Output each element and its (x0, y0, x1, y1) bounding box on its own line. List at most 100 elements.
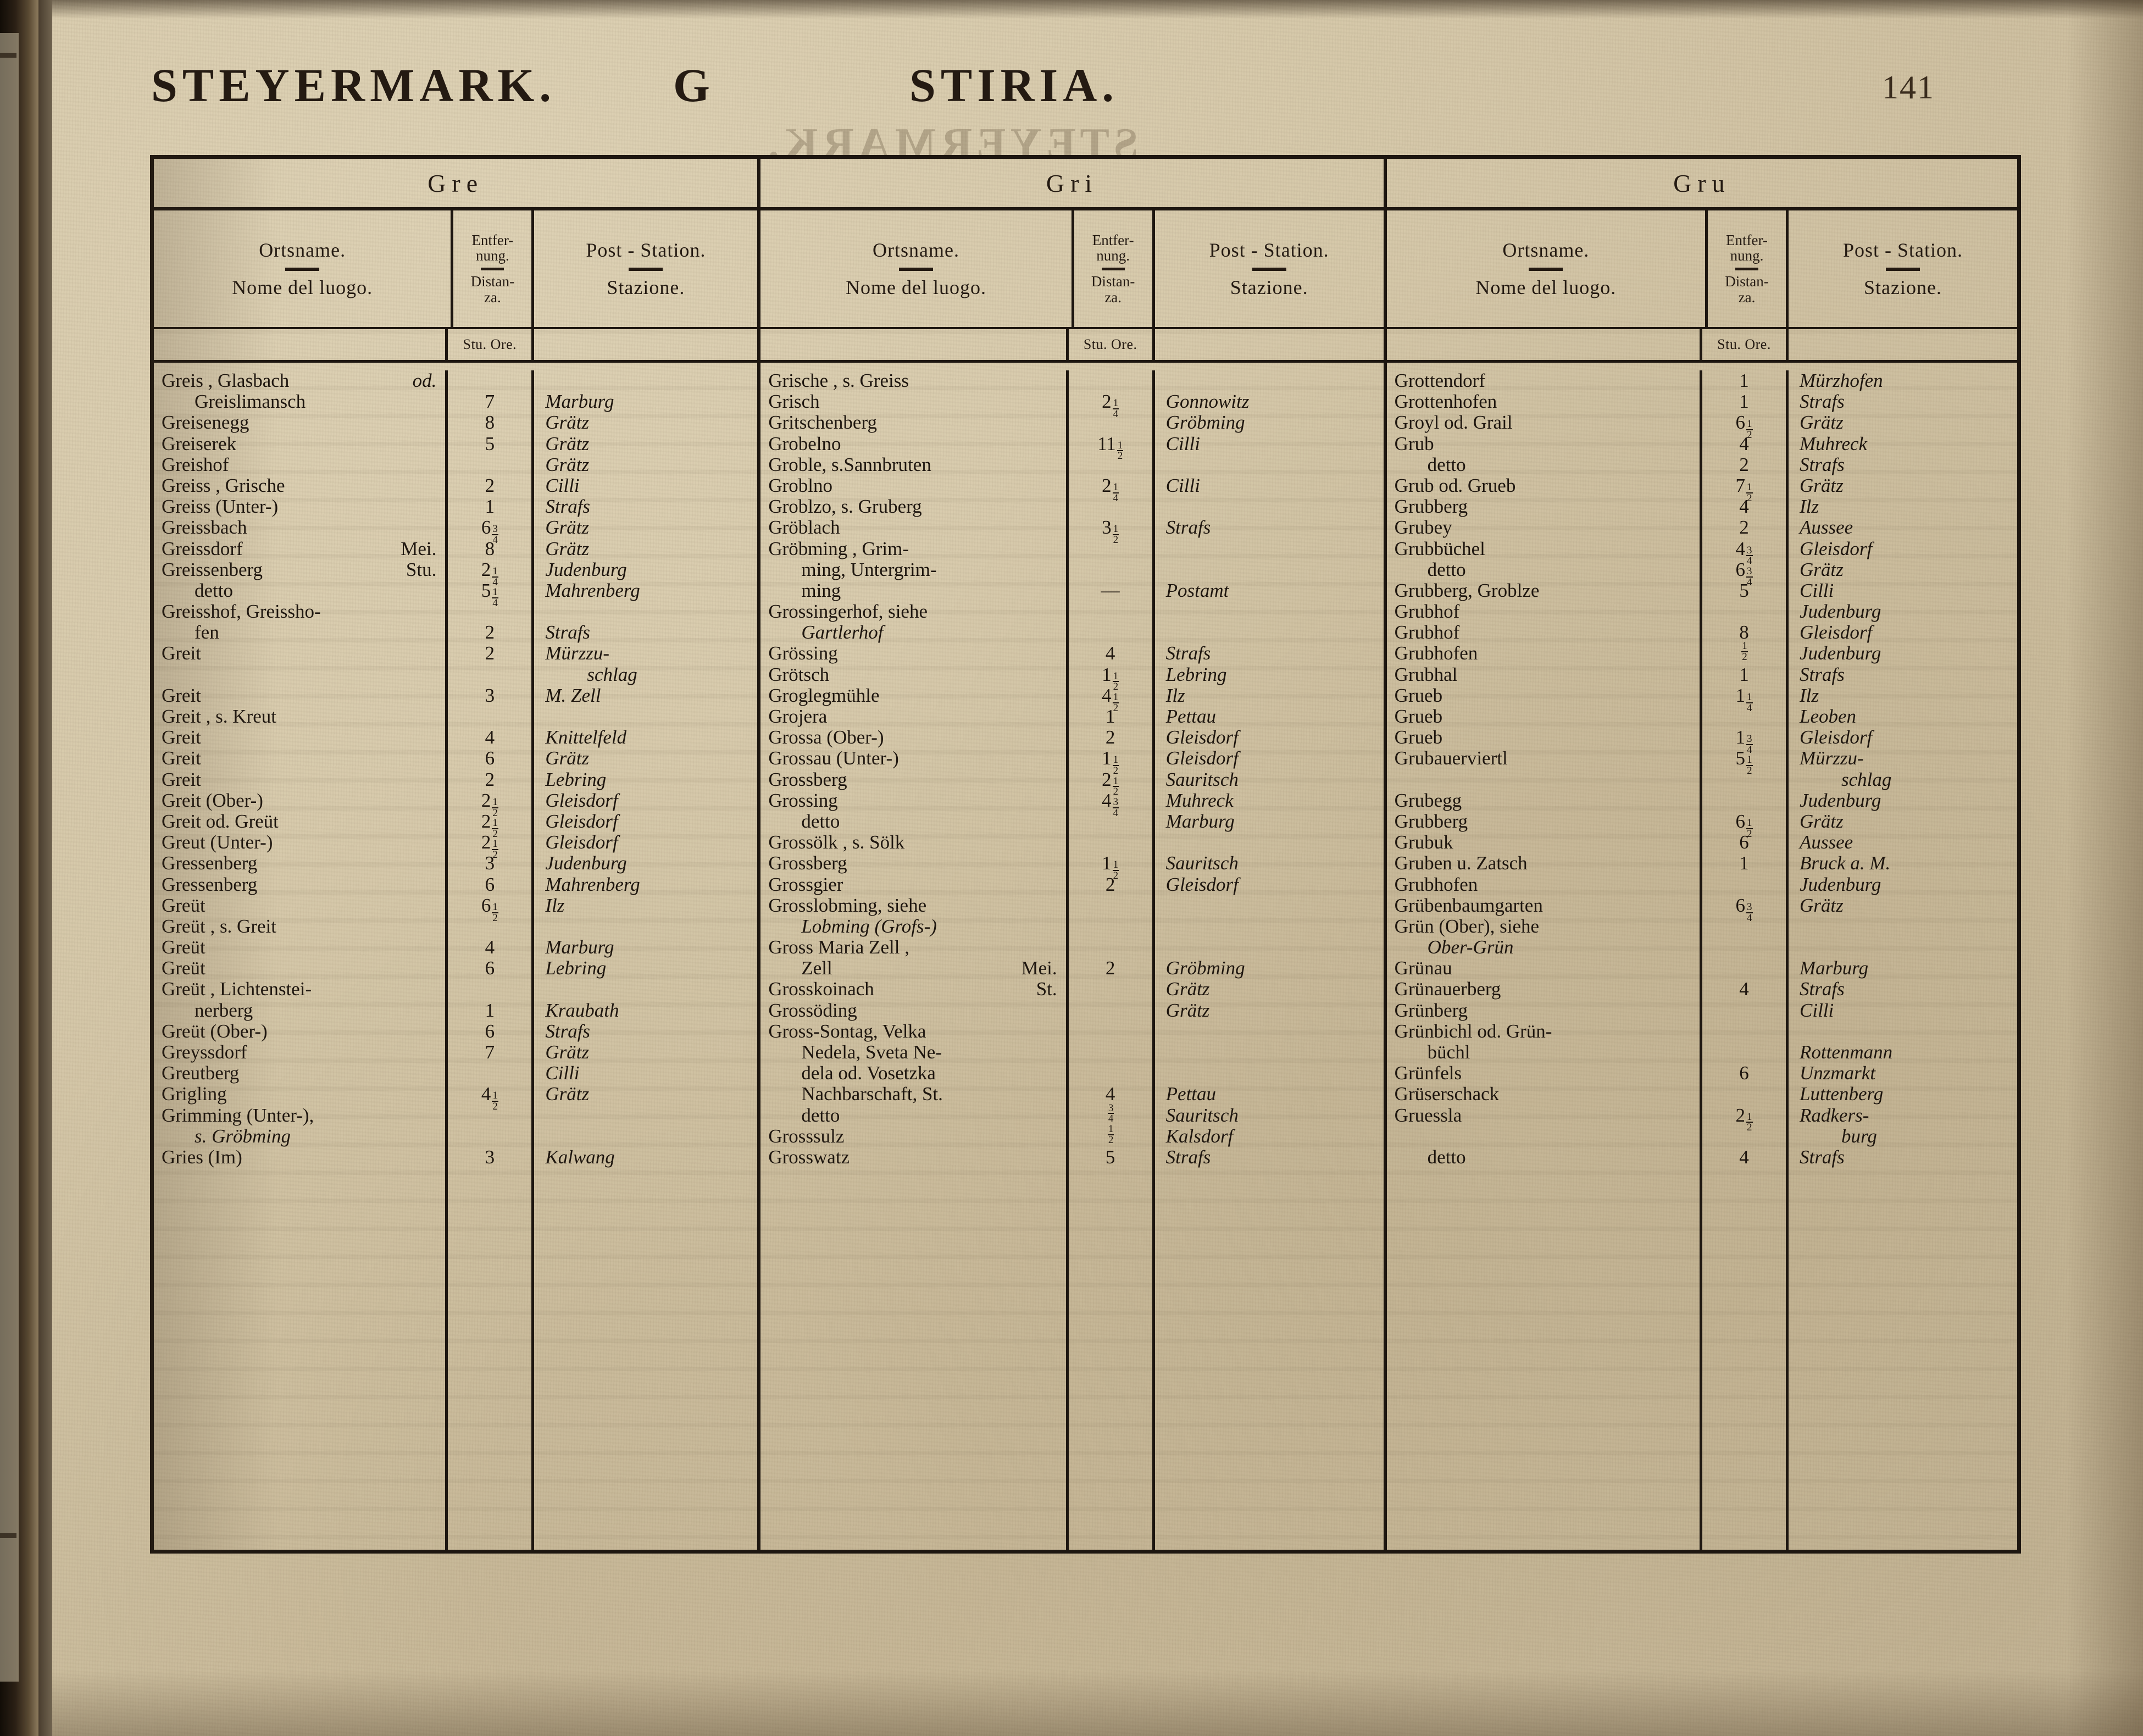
top-edge-shadow (52, 0, 2143, 19)
cell-poststation: Kraubath (545, 999, 619, 1021)
distance-value: 5 (1735, 747, 1746, 769)
table-row: Nachbarschaft, St. (760, 1084, 1065, 1105)
table-row: 1 (1702, 853, 1786, 874)
table-row: Mürzhofen (1789, 370, 2017, 391)
distance-value: 3 (485, 1146, 495, 1168)
table-row (534, 1105, 757, 1126)
table-row: M. Zell (534, 685, 757, 706)
cell-placename: Groble, s.Sannbruten (760, 454, 1065, 475)
table-row (448, 979, 531, 1000)
fraction-numerator: 1 (1112, 670, 1119, 683)
table-panel-gri: Gri Ortsname. Nome del luogo. Entfer-nung. D… (760, 159, 1387, 1550)
table-row: 5 (1069, 1146, 1152, 1168)
table-row: Groblno (760, 475, 1065, 496)
table-row: Grätz (534, 748, 757, 769)
cell-distance: 1 (1702, 853, 1786, 874)
cell-placename: Greit , s. Kreut (154, 706, 445, 727)
table-row: Grottenhofen (1387, 391, 1700, 412)
cell-poststation: Cilli (1165, 474, 1200, 496)
table-row: Grische , s. Greiss (760, 370, 1065, 391)
header-cell-placename: Ortsname. Nome del luogo. (1387, 210, 1705, 327)
placename-text: detto (1427, 1146, 1466, 1168)
placename-text: Groglegmühle (768, 684, 880, 706)
cell-poststation: Cilli (1800, 579, 1834, 601)
table-row: Gleisdorf (1789, 538, 2017, 559)
header-placename-it: Nome del luogo. (846, 276, 986, 298)
fraction-numerator: 1 (1746, 1111, 1753, 1123)
cell-distance: 8 (1702, 622, 1786, 643)
table-row: Judenburg (1789, 643, 2017, 664)
distance-value: — (1101, 580, 1120, 601)
cell-distance: 2 (1702, 517, 1786, 538)
cell-placename: Greislimansch (154, 391, 445, 412)
distance-value: 11 (1097, 432, 1116, 454)
table-row: Greissenberg Stu. (154, 559, 445, 580)
placename-text: Grossau (Unter-) (768, 747, 899, 769)
cell-poststation: Gleisdorf (1165, 747, 1239, 769)
table-row: 8 (1702, 622, 1786, 643)
header-cell-poststation: Post - Station. Stazione. (1155, 210, 1384, 327)
table-row (1069, 1021, 1152, 1042)
fraction-numerator: 1 (1112, 691, 1119, 703)
table-row (448, 664, 531, 685)
cell-poststation: Mürzzu- (545, 642, 610, 664)
table-row: Grubuk (1387, 832, 1700, 853)
facing-page-sliver (0, 33, 19, 1682)
table-row: Rottenmann (1789, 1042, 2017, 1063)
table-row (1702, 1084, 1786, 1105)
table-row: Kalwang (534, 1146, 757, 1168)
fraction-denominator: 2 (1113, 702, 1119, 714)
cell-poststation: Gleisdorf (545, 789, 618, 811)
cell-poststation: Cilli (545, 474, 580, 496)
table-row (1155, 601, 1384, 622)
cell-poststation: Pettau (1165, 1083, 1217, 1105)
cell-distance: 3 (448, 853, 531, 874)
header-divider-dash (481, 268, 504, 270)
table-row: 2 (448, 622, 531, 643)
distance-value: 8 (1739, 622, 1749, 644)
table-row: Greit (154, 769, 445, 790)
table-row: Gritschenberg (760, 412, 1065, 433)
table-row (1069, 622, 1152, 643)
cell-placename: Grossingerhof, siehe (760, 601, 1065, 622)
table-row: Greisenegg (154, 412, 445, 433)
cell-poststation: Mürzhofen (1800, 370, 1883, 391)
bottom-edge-shadow (52, 1670, 2143, 1736)
cell-poststation: Judenburg (1800, 873, 1881, 895)
cell-distance: 8 (448, 538, 531, 559)
table-row: 6 (448, 1020, 531, 1042)
table-row: 2 (1069, 727, 1152, 748)
table-row: 1 (1702, 664, 1786, 685)
table-row: Judenburg (1789, 601, 2017, 622)
cell-placename: Grubhal (1387, 664, 1700, 685)
cell-poststation: Strafs (545, 622, 591, 644)
placename-text: Greissdorf (162, 537, 243, 559)
column-placename: Grische , s. Greiss Grisch Gritschenberg Gr… (760, 370, 1065, 1550)
cell-placename: Grossgier (760, 874, 1065, 895)
distance-value: 4 (1735, 537, 1746, 559)
table-row: Greissbach (154, 517, 445, 538)
fraction-numerator: 1 (492, 817, 498, 829)
cell-placename: Greiserek (154, 433, 445, 454)
fraction-denominator: 2 (1113, 765, 1119, 777)
unit-cell-hours: Stu. Ore. (1065, 329, 1155, 360)
distance-value: 2 (1105, 726, 1115, 748)
table-row: 8 (448, 538, 531, 559)
table-row: Gleisdorf (1155, 727, 1384, 748)
table-row: Greüt (154, 937, 445, 958)
cell-poststation: Strafs (1165, 517, 1211, 539)
cell-poststation: Judenburg (1800, 642, 1881, 664)
table-row: Marburg (534, 391, 757, 412)
table-row: Grubegg (1387, 790, 1700, 811)
cell-placename: Grünfels (1387, 1063, 1700, 1084)
table-row: Lebring (534, 958, 757, 979)
cell-placename: Greit (154, 643, 445, 664)
cell-poststation: schlag (587, 663, 637, 685)
table-row (1155, 454, 1384, 475)
